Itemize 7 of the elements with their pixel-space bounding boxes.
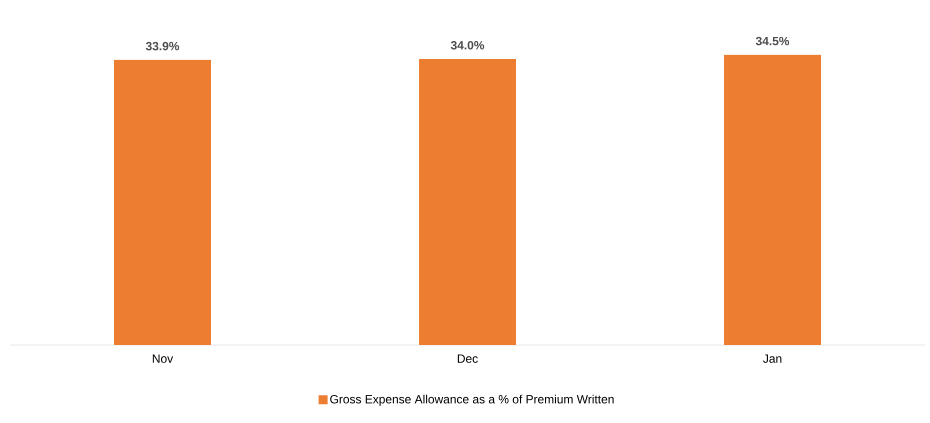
x-tick-label: Nov	[152, 354, 174, 363]
legend-label: Gross Expense Allowance as a % of Premium Written	[330, 394, 614, 406]
x-tick-label: Jan	[763, 354, 782, 363]
data-label: 34.5%	[756, 36, 790, 46]
data-label: 33.9%	[146, 42, 180, 50]
x-tick-label: Dec	[458, 354, 478, 363]
data-label: 34.0%	[450, 41, 484, 50]
